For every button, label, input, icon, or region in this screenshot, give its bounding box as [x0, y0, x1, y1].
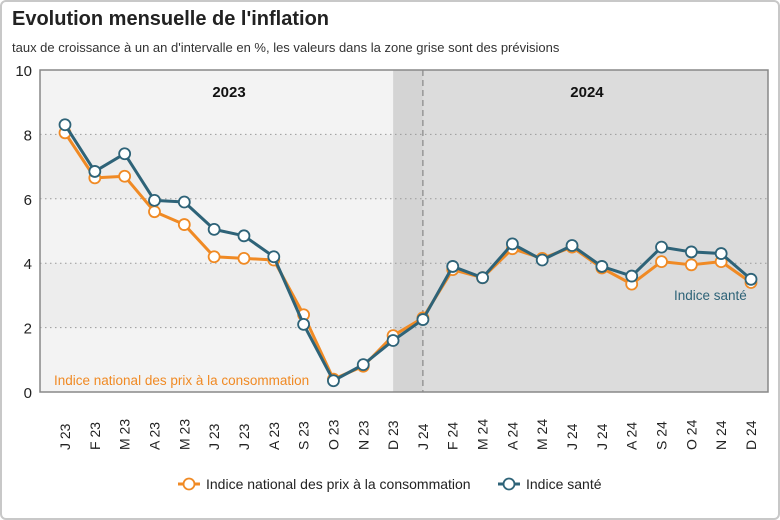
legend-label: Indice santé [526, 476, 602, 492]
x-tick-label: A 24 [624, 422, 640, 450]
x-tick-label: J 24 [415, 423, 431, 450]
data-point [655, 255, 668, 268]
x-tick-label: M 23 [176, 419, 192, 450]
data-point [446, 260, 460, 273]
y-tick-label: 6 [24, 192, 32, 209]
data-point [118, 147, 132, 161]
x-tick-label: J 24 [594, 423, 610, 450]
data-point [505, 237, 519, 251]
x-tick-label: A 23 [146, 422, 162, 450]
data-point [684, 258, 698, 272]
data-point [237, 229, 251, 243]
x-tick-label: N 23 [355, 420, 371, 450]
x-tick-label: M 23 [117, 419, 133, 450]
series-1 [58, 118, 758, 388]
data-point [744, 272, 758, 286]
data-point [476, 271, 489, 285]
legend-item: Indice national des prix à la consommati… [178, 476, 471, 492]
data-point [714, 247, 728, 260]
x-tick-label: N 24 [713, 420, 729, 450]
legend-label: Indice national des prix à la consommati… [206, 476, 471, 492]
x-tick-label: M 24 [534, 419, 550, 450]
x-tick-label: J 23 [206, 423, 222, 450]
y-tick-label: 2 [24, 321, 32, 338]
x-tick-label: O 24 [683, 419, 699, 450]
data-point [655, 240, 668, 254]
data-point [148, 205, 161, 219]
data-point [327, 374, 340, 388]
legend-item: Indice santé [498, 476, 602, 492]
data-point [684, 245, 698, 259]
chart-title: Evolution mensuelle de l'inflation [12, 8, 330, 30]
x-tick-label: S 24 [654, 421, 670, 450]
x-tick-label: D 24 [743, 420, 759, 450]
y-tick-label: 0 [24, 385, 32, 402]
data-point [356, 358, 370, 372]
y-tick-label: 8 [24, 127, 32, 144]
x-tick-label: S 23 [296, 421, 312, 450]
data-point [177, 195, 191, 209]
data-point [237, 251, 251, 265]
data-point [535, 253, 549, 267]
data-point [386, 334, 400, 347]
band [40, 263, 394, 328]
y-tick-label: 4 [24, 256, 32, 273]
data-point [565, 239, 579, 252]
x-tick-label: O 23 [325, 419, 341, 450]
x-tick-label: J 23 [236, 423, 252, 450]
annotation-health: Indice santé [674, 288, 747, 303]
forecast-zone [422, 70, 768, 392]
x-tick-label: F 23 [87, 422, 103, 450]
data-point [88, 165, 102, 178]
x-tick-label: J 23 [57, 423, 73, 450]
data-point [297, 317, 311, 331]
data-point [148, 194, 161, 207]
x-tick-label: J 24 [564, 423, 580, 450]
year-label: 2024 [570, 84, 604, 101]
x-tick-label: M 24 [475, 419, 491, 450]
data-point [118, 169, 132, 183]
x-tick-label: D 23 [385, 420, 401, 450]
x-tick-label: A 23 [266, 422, 282, 450]
x-tick-label: F 24 [445, 422, 461, 450]
chart-subtitle: taux de croissance à un an d'intervalle … [12, 40, 560, 55]
data-point [416, 313, 430, 326]
data-point [207, 250, 221, 264]
data-point [177, 218, 191, 231]
year-label: 2023 [212, 84, 245, 101]
legend-marker [182, 477, 196, 491]
annotation-cpi: Indice national des prix à la consommati… [54, 373, 309, 388]
legend-marker [502, 477, 516, 491]
y-tick-label: 10 [15, 63, 32, 80]
x-tick-label: A 24 [504, 422, 520, 450]
data-point [207, 222, 221, 236]
data-point [625, 269, 639, 283]
data-point [267, 250, 281, 264]
plot-border [39, 69, 769, 393]
data-point [58, 118, 72, 132]
data-point [595, 260, 609, 273]
